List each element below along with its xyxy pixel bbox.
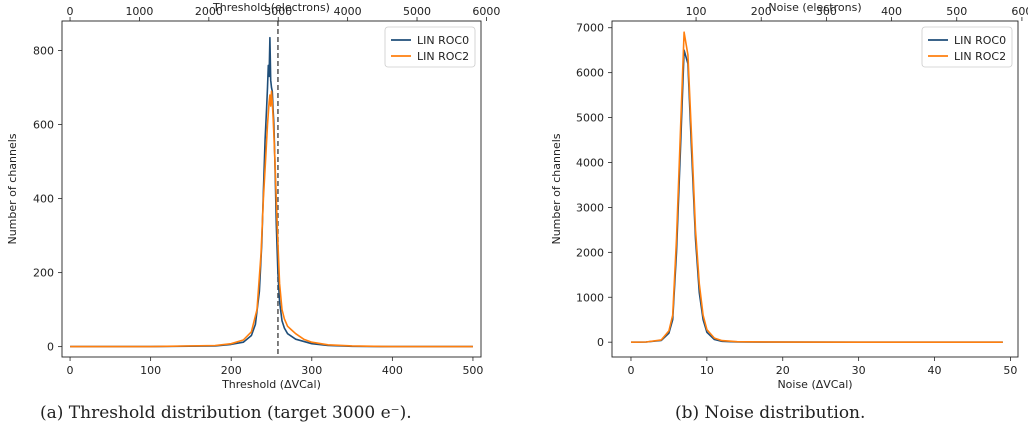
x-tick-label: 500: [462, 364, 483, 377]
x-tick-label: 200: [221, 364, 242, 377]
x-tick-label: 100: [140, 364, 161, 377]
top-x-tick-label: 100: [686, 5, 707, 18]
y-axis-label: Number of channels: [550, 133, 563, 244]
top-x-axis-label: Noise (electrons): [768, 1, 861, 14]
y-tick-label: 3000: [576, 201, 604, 214]
y-tick-label: 400: [33, 193, 54, 206]
x-tick-label: 0: [627, 364, 634, 377]
x-axis-label: Threshold (ΔVCal): [221, 378, 321, 391]
noise-chart: 0 10 20 30 40 5001000200030004000500060007000…: [550, 1, 1028, 391]
y-tick-label: 1000: [576, 291, 604, 304]
top-x-tick-label: 0: [67, 5, 74, 18]
legend-label: LIN ROC2: [417, 50, 469, 63]
series-line-lin-roc0: [630, 49, 1003, 344]
y-tick-label: 2000: [576, 246, 604, 259]
y-tick-label: 7000: [576, 22, 604, 35]
x-tick-label: 50: [1003, 364, 1017, 377]
x-tick-label: 10: [700, 364, 714, 377]
legend-label: LIN ROC0: [954, 34, 1006, 47]
y-tick-label: 800: [33, 45, 54, 58]
x-axis-label: Noise (ΔVCal): [777, 378, 852, 391]
plot-frame: [611, 20, 1019, 358]
series-line-lin-roc0: [70, 36, 473, 348]
y-tick-label: 0: [597, 336, 604, 349]
top-x-tick-label: 3000: [264, 5, 292, 18]
y-tick-label: 5000: [576, 112, 604, 125]
top-x-tick-label: 600: [1011, 5, 1028, 18]
plot-frame: [61, 20, 482, 358]
x-tick-label: 400: [382, 364, 403, 377]
y-tick-label: 4000: [576, 156, 604, 169]
y-tick-label: 0: [47, 341, 54, 354]
top-x-tick-label: 400: [881, 5, 902, 18]
y-tick-label: 200: [33, 267, 54, 280]
x-tick-label: 20: [776, 364, 790, 377]
legend-label: LIN ROC0: [417, 34, 469, 47]
x-tick-label: 30: [852, 364, 866, 377]
top-x-tick-label: 6000: [472, 5, 500, 18]
caption-threshold: (a) Threshold distribution (target 3000 …: [40, 403, 412, 423]
top-x-tick-label: 200: [751, 5, 772, 18]
legend-box: [384, 26, 476, 68]
caption-noise: (b) Noise distribution.: [675, 403, 866, 423]
y-axis-label: Number of channels: [6, 133, 19, 244]
x-tick-label: 0: [67, 364, 74, 377]
top-x-tick-label: 500: [946, 5, 967, 18]
x-tick-label: 40: [928, 364, 942, 377]
top-x-tick-label: 2000: [195, 5, 223, 18]
legend-label: LIN ROC2: [954, 50, 1006, 63]
top-x-tick-label: 1000: [125, 5, 153, 18]
x-tick-label: 300: [301, 364, 322, 377]
y-tick-label: 600: [33, 119, 54, 132]
top-x-axis-label: Threshold (electrons): [212, 1, 330, 14]
y-tick-label: 6000: [576, 67, 604, 80]
top-x-tick-label: 5000: [403, 5, 431, 18]
series-line-lin-roc2: [70, 90, 473, 348]
legend-box: [921, 26, 1013, 68]
top-x-tick-label: 4000: [334, 5, 362, 18]
series-line-lin-roc2: [630, 31, 1003, 344]
top-x-tick-label: 300: [816, 5, 837, 18]
